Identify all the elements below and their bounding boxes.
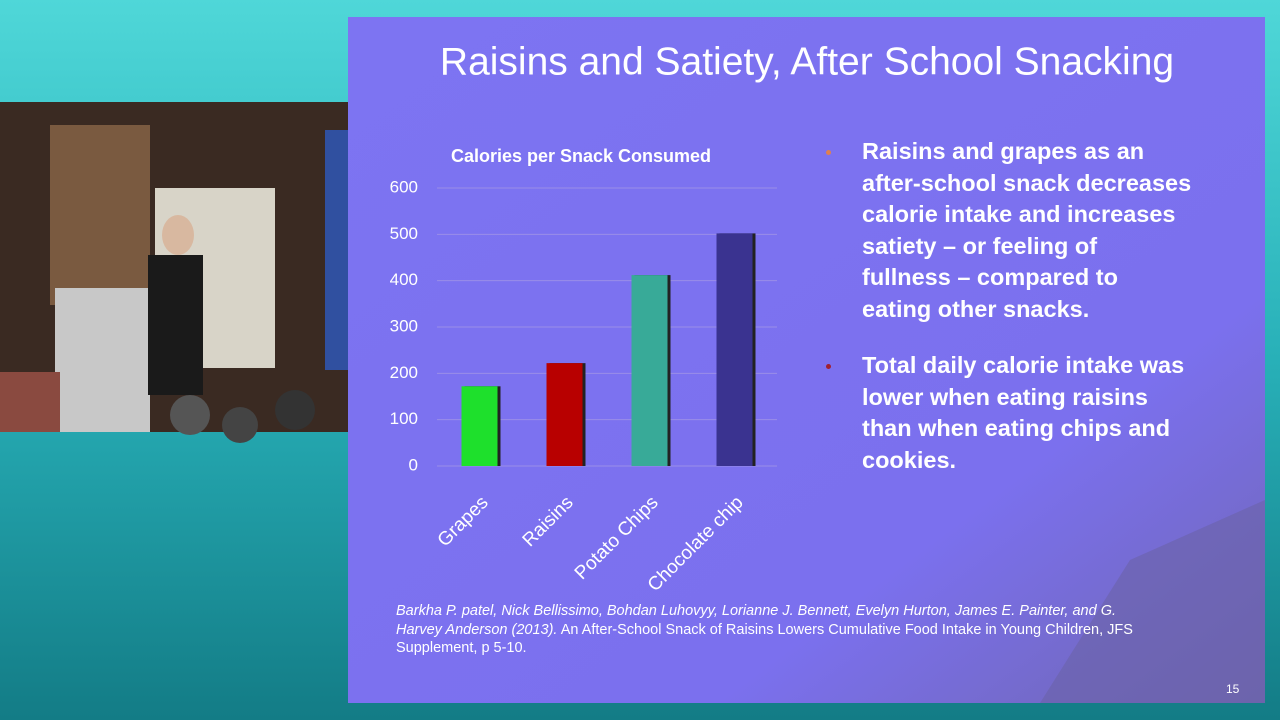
bullet: Raisins and grapes as an after-school sn… xyxy=(822,136,1192,325)
citation-authors: Barkha P. patel, Nick Bellissimo, Bohdan… xyxy=(396,603,1117,638)
page-number: 15 xyxy=(1226,682,1240,696)
bar xyxy=(461,386,498,466)
citation-text: An After-School Snack of Raisins Lowers … xyxy=(396,621,1133,657)
y-tick-label: 100 xyxy=(390,409,418,428)
bullet-text: Raisins and grapes as an after-school sn… xyxy=(862,138,1192,322)
citation: Barkha P. patel, Nick Bellissimo, Bohdan… xyxy=(396,602,1156,658)
y-tick-label: 0 xyxy=(409,455,418,474)
slide-title: Raisins and Satiety, After School Snacki… xyxy=(440,40,1174,83)
bullet-text: Total daily calorie intake was lower whe… xyxy=(862,352,1185,473)
bar xyxy=(546,363,583,466)
y-tick-label: 500 xyxy=(390,224,418,243)
slide-shade xyxy=(1040,500,1265,703)
bullet-list: Raisins and grapes as an after-school sn… xyxy=(822,136,1192,501)
y-tick-label: 600 xyxy=(390,177,418,196)
bar xyxy=(631,275,668,466)
y-tick-label: 200 xyxy=(390,363,418,382)
bar xyxy=(716,233,753,466)
bullet: Total daily calorie intake was lower whe… xyxy=(822,350,1192,476)
chart-title: Calories per Snack Consumed xyxy=(451,146,711,166)
y-tick-label: 300 xyxy=(390,316,418,335)
speaker-video xyxy=(0,102,348,443)
y-tick-label: 400 xyxy=(390,270,418,289)
bullet-dot xyxy=(826,364,831,369)
bullet-dot xyxy=(826,150,831,155)
